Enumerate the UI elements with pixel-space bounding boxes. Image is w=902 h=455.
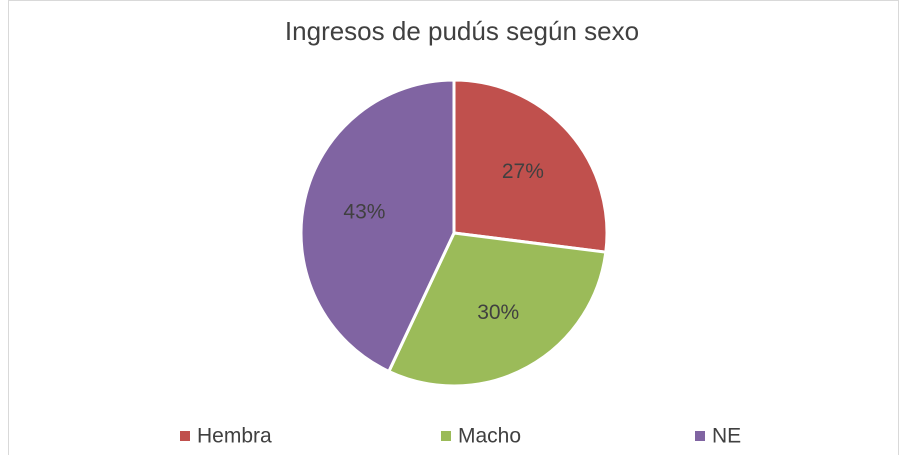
legend-label: Hembra: [197, 425, 272, 448]
legend-marker: [441, 431, 451, 441]
data-label: 30%: [477, 301, 519, 324]
pie-slice: [386, 231, 608, 388]
pie-slice: [452, 78, 609, 254]
pie-slice: [299, 78, 456, 374]
legend-label: Macho: [458, 425, 521, 448]
data-label: 43%: [343, 201, 385, 224]
data-label: 27%: [502, 160, 544, 183]
legend-label: NE: [712, 425, 741, 448]
legend-marker: [695, 431, 705, 441]
legend-marker: [180, 431, 190, 441]
chart-title: Ingresos de pudús según sexo: [285, 16, 639, 46]
